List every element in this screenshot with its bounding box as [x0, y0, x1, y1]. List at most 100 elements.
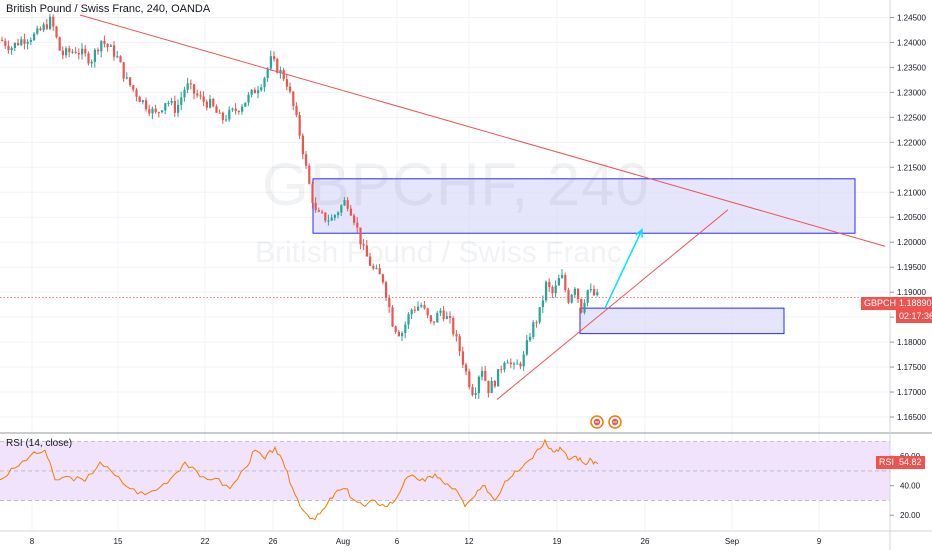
candle-body	[263, 78, 266, 88]
candle-body	[39, 28, 42, 31]
candle-body	[535, 322, 538, 324]
candle-body	[10, 47, 13, 51]
candle-body	[567, 290, 570, 303]
price-tick-label: 1.20500	[897, 213, 926, 222]
candle-body	[375, 268, 378, 270]
candle-body	[474, 393, 477, 396]
rsi-title[interactable]: RSI (14, close)	[6, 438, 73, 449]
candle-body	[106, 43, 109, 47]
candle-body	[253, 89, 256, 94]
candle-body	[276, 59, 279, 73]
candle-body	[301, 135, 304, 155]
candle-body	[132, 85, 135, 90]
rsi-tick-label: 40.00	[900, 482, 921, 491]
time-tick-label: 15	[114, 537, 123, 546]
candle-body	[369, 256, 372, 266]
support-zone[interactable]	[579, 307, 785, 335]
candle-body	[548, 281, 551, 287]
time-tick-label: 12	[465, 537, 474, 546]
candle-body	[292, 91, 295, 106]
candle-body	[71, 51, 74, 53]
price-tick-label: 1.17500	[897, 363, 926, 372]
candle-body	[145, 100, 148, 110]
candle-body	[420, 305, 423, 307]
candle-body	[551, 286, 554, 294]
chart-title[interactable]: British Pound / Swiss Franc, 240, OANDA	[6, 3, 211, 15]
candle-body	[247, 94, 250, 103]
time-tick-label: Sep	[725, 537, 740, 546]
candle-body	[340, 205, 343, 213]
candle-body	[97, 49, 100, 52]
candle-body	[321, 211, 324, 213]
candle-body	[580, 298, 583, 313]
candle-body	[269, 56, 272, 69]
candle-body	[81, 48, 84, 55]
candle-body	[212, 98, 215, 107]
support-trendline[interactable]	[496, 209, 729, 400]
rsi-value-tag: 54.82	[896, 456, 925, 469]
candle-body	[87, 53, 90, 64]
candle-body	[330, 217, 333, 221]
candle-body	[221, 112, 224, 120]
candle-body	[570, 294, 573, 303]
price-tick-label: 1.24000	[897, 38, 926, 47]
candle-body	[538, 307, 541, 323]
candle-body	[308, 165, 311, 184]
candle-body	[103, 40, 106, 44]
candle-body	[314, 202, 317, 211]
price-tick-label: 1.21000	[897, 188, 926, 197]
candle-body	[365, 245, 368, 257]
candle-body	[273, 56, 276, 60]
price-tick-label: 1.22500	[897, 113, 926, 122]
candle-body	[468, 371, 471, 388]
drawing-zones[interactable]	[312, 178, 856, 335]
time-tick-label: 19	[553, 537, 562, 546]
candle-body	[532, 322, 535, 337]
candle-body	[45, 24, 48, 29]
resistance-zone[interactable]	[312, 178, 856, 234]
candle-body	[353, 215, 356, 223]
price-tick-label: 1.16500	[897, 413, 926, 422]
price-tick-label: 1.24500	[897, 13, 926, 22]
candle-body	[324, 212, 327, 221]
candle-body	[333, 215, 336, 218]
candle-body	[17, 42, 20, 46]
candle-body	[241, 106, 244, 112]
candle-body	[285, 79, 288, 87]
candle-body	[266, 68, 269, 79]
candle-body	[461, 351, 464, 365]
candle-body	[417, 306, 420, 311]
price-tick-label: 1.17000	[897, 388, 926, 397]
time-tick-label: 22	[201, 537, 210, 546]
candle-body	[154, 108, 157, 113]
candle-body	[388, 298, 391, 308]
candle-body	[487, 380, 490, 394]
candle-body	[77, 52, 80, 55]
symbol-tag: GBPCHF	[861, 297, 905, 310]
countdown-tag: 02:17:36	[896, 310, 932, 323]
candle-body	[33, 33, 36, 41]
candle-body	[557, 278, 560, 286]
candle-body	[500, 369, 503, 371]
price-tick-label: 1.20000	[897, 238, 926, 247]
candle-body	[381, 274, 384, 283]
rsi-symbol-tag: RSI	[876, 456, 898, 469]
drawing-lines[interactable]	[0, 14, 890, 400]
price-tick-label: 1.18000	[897, 338, 926, 347]
price-tag: 1.18890	[896, 297, 932, 310]
projection-arrow[interactable]	[604, 229, 643, 309]
candle-body	[173, 101, 176, 113]
candle-body	[68, 48, 71, 53]
event-markers[interactable]	[590, 415, 622, 429]
candle-body	[218, 112, 221, 114]
candle-body	[289, 86, 292, 92]
candle-body	[279, 69, 282, 73]
resistance-trendline[interactable]	[79, 14, 886, 247]
candle-body	[372, 265, 375, 269]
candle-body	[471, 387, 474, 396]
projection-arrow-head[interactable]	[635, 228, 643, 238]
candle-body	[157, 112, 160, 114]
time-tick-label: 8	[30, 537, 35, 546]
